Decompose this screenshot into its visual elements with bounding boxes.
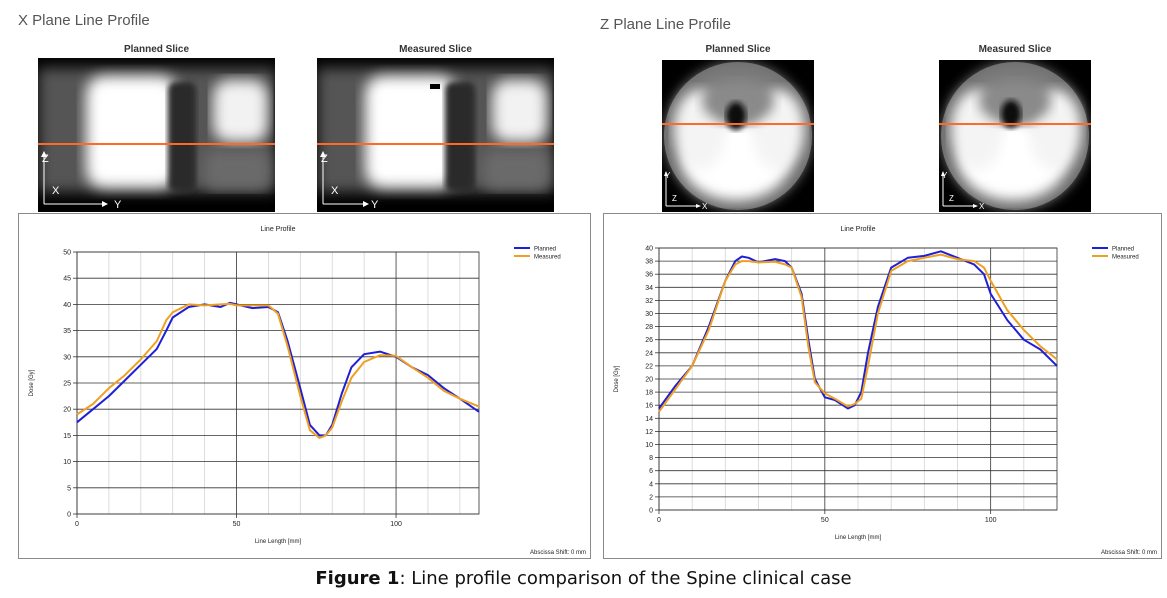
axis-z-label: Z — [672, 194, 677, 203]
z-line-profile-chart: Line Profile 0 2 4 6 8 10 12 14 16 18 20 22 24 26 28 30 3… — [603, 213, 1162, 559]
series-line-measured — [658, 253, 1058, 413]
x-tick-label: 50 — [821, 517, 829, 524]
chart-title: Line Profile — [260, 226, 295, 233]
y-tick-label: 38 — [645, 259, 653, 266]
y-tick-label: 14 — [645, 416, 653, 423]
axis-y-label: Y — [371, 199, 379, 211]
y-tick-label: 28 — [645, 324, 653, 331]
figure-caption-label: Figure 1 — [315, 568, 400, 589]
axis-z-label: Z — [949, 194, 954, 203]
figure-caption: Figure 1: Line profile comparison of the… — [0, 568, 1167, 589]
x-axis-label: Line Length [mm] — [835, 535, 882, 541]
z-line-profile-svg: Line Profile0246810121416182022242628303… — [614, 226, 1157, 556]
axis-z-label: Z — [321, 153, 328, 165]
x-tick-label: 100 — [985, 517, 997, 524]
y-tick-label: 20 — [63, 407, 71, 414]
axis-x-label: X — [52, 185, 60, 197]
legend-label: Planned — [534, 247, 556, 253]
y-axis-label: Dose [Gy] — [614, 365, 620, 392]
y-tick-label: 30 — [63, 354, 71, 361]
axis-y-label: Y — [114, 199, 122, 211]
z-measured-slice-svg: Y Z X — [939, 60, 1091, 212]
z-measured-slice-title: Measured Slice — [978, 44, 1052, 55]
z-planned-slice-svg: Y Z X — [662, 60, 814, 212]
y-tick-label: 25 — [63, 381, 71, 388]
y-tick-label: 20 — [645, 377, 653, 384]
plot-area — [76, 251, 480, 515]
y-tick-label: 6 — [649, 468, 653, 475]
plot-area — [658, 247, 1058, 511]
x-plane-title: X Plane Line Profile — [18, 12, 150, 29]
y-tick-label: 36 — [645, 272, 653, 279]
abscissa-shift-note: Abscissa Shift: 0 mm — [1101, 550, 1157, 556]
legend-label: Planned — [1112, 247, 1134, 253]
z-measured-slice-image: Y Z X — [939, 60, 1091, 212]
x-tick-label: 100 — [390, 521, 402, 528]
y-tick-label: 26 — [645, 337, 653, 344]
x-measured-slice-image: Z X Y — [317, 58, 554, 212]
axis-y-label: Y — [665, 171, 671, 180]
y-tick-label: 2 — [649, 494, 653, 501]
y-tick-label: 10 — [645, 442, 653, 449]
z-plane-title: Z Plane Line Profile — [600, 16, 731, 33]
y-axis-label: Dose [Gy] — [29, 369, 35, 396]
x-tick-label: 50 — [233, 521, 241, 528]
legend-label: Measured — [1112, 255, 1139, 261]
axis-x-label: X — [702, 202, 708, 211]
x-axis-label: Line Length [mm] — [255, 539, 302, 545]
chart-title: Line Profile — [840, 226, 875, 233]
axis-x-label: X — [979, 202, 985, 211]
series-line-planned — [658, 250, 1058, 410]
x-tick-label: 0 — [657, 517, 661, 524]
axis-y-label: Y — [942, 171, 948, 180]
axis-z-label: Z — [42, 153, 49, 165]
y-tick-label: 4 — [649, 481, 653, 488]
y-tick-label: 5 — [67, 485, 71, 492]
y-tick-label: 30 — [645, 311, 653, 318]
x-measured-slice-title: Measured Slice — [399, 44, 472, 55]
y-tick-label: 35 — [63, 328, 71, 335]
y-tick-label: 0 — [649, 508, 653, 515]
y-tick-label: 24 — [645, 350, 653, 357]
figure-caption-text: : Line profile comparison of the Spine c… — [399, 568, 852, 589]
y-tick-label: 40 — [645, 246, 653, 253]
axis-x-label: X — [331, 185, 339, 197]
x-line-profile-chart: Line Profile 0 5 10 15 20 25 30 35 40 45 50 0 50 100 Li… — [18, 213, 591, 559]
z-planned-slice-image: Y Z X — [662, 60, 814, 212]
abscissa-shift-note: Abscissa Shift: 0 mm — [530, 550, 586, 556]
series-line-planned — [76, 301, 480, 437]
y-tick-label: 10 — [63, 459, 71, 466]
y-tick-label: 18 — [645, 390, 653, 397]
y-tick-label: 8 — [649, 455, 653, 462]
x-planned-slice-title: Planned Slice — [123, 44, 190, 55]
z-planned-slice-title: Planned Slice — [705, 44, 771, 55]
y-tick-label: 50 — [63, 250, 71, 257]
x-tick-label: 0 — [75, 521, 79, 528]
y-tick-label: 16 — [645, 403, 653, 410]
series-line-measured — [76, 302, 480, 439]
y-tick-label: 22 — [645, 363, 653, 370]
legend-label: Measured — [534, 255, 561, 261]
y-tick-label: 15 — [63, 433, 71, 440]
y-tick-label: 34 — [645, 285, 653, 292]
x-planned-slice-svg: Z X Y — [38, 58, 275, 212]
x-line-profile-svg: Line Profile 0 5 10 15 20 25 30 35 40 45 50 0 50 100 Li… — [29, 226, 586, 556]
y-tick-label: 0 — [67, 512, 71, 519]
y-tick-label: 32 — [645, 298, 653, 305]
x-measured-slice-svg: Z X Y — [317, 58, 554, 212]
y-tick-label: 40 — [63, 302, 71, 309]
y-tick-label: 45 — [63, 276, 71, 283]
y-tick-label: 12 — [645, 429, 653, 436]
x-planned-slice-image: Z X Y — [38, 58, 275, 212]
